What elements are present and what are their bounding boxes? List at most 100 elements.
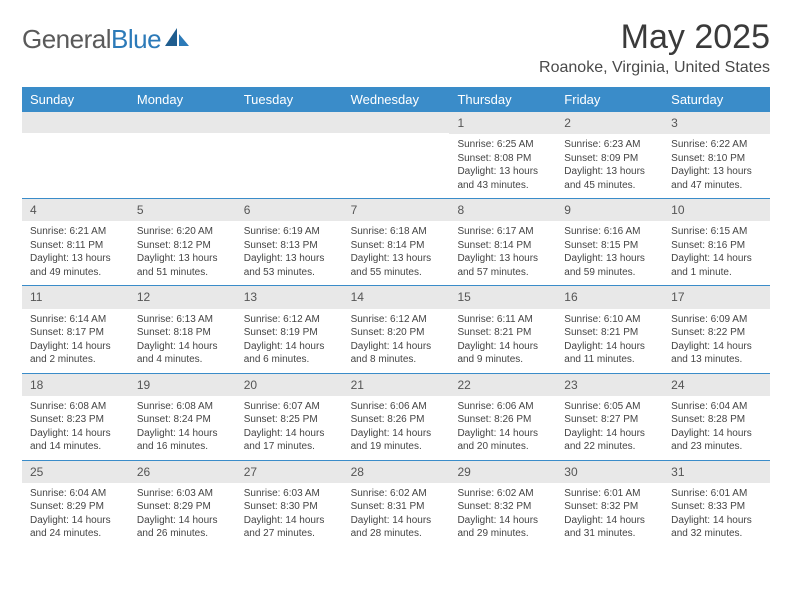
week-row: 25Sunrise: 6:04 AMSunset: 8:29 PMDayligh… (22, 460, 770, 547)
day-cell: 15Sunrise: 6:11 AMSunset: 8:21 PMDayligh… (449, 286, 556, 372)
day-cell: 4Sunrise: 6:21 AMSunset: 8:11 PMDaylight… (22, 199, 129, 285)
day-cell: 11Sunrise: 6:14 AMSunset: 8:17 PMDayligh… (22, 286, 129, 372)
sunrise-line: Sunrise: 6:14 AM (30, 313, 121, 327)
logo-sail-icon (163, 26, 191, 53)
day-body: Sunrise: 6:23 AMSunset: 8:09 PMDaylight:… (556, 134, 663, 198)
day-number: 20 (236, 374, 343, 396)
day-number: 10 (663, 199, 770, 221)
day-cell (129, 112, 236, 198)
day-number: 1 (449, 112, 556, 134)
sunrise-line: Sunrise: 6:03 AM (137, 487, 228, 501)
logo: GeneralBlue (22, 24, 191, 55)
day-number: 19 (129, 374, 236, 396)
day-number: 30 (556, 461, 663, 483)
day-number: 16 (556, 286, 663, 308)
day-body: Sunrise: 6:02 AMSunset: 8:31 PMDaylight:… (343, 483, 450, 547)
day-body: Sunrise: 6:13 AMSunset: 8:18 PMDaylight:… (129, 309, 236, 373)
day-number (236, 112, 343, 133)
day-body: Sunrise: 6:05 AMSunset: 8:27 PMDaylight:… (556, 396, 663, 460)
day-body: Sunrise: 6:04 AMSunset: 8:28 PMDaylight:… (663, 396, 770, 460)
sunset-line: Sunset: 8:29 PM (137, 500, 228, 514)
daylight-line: Daylight: 14 hours and 14 minutes. (30, 427, 121, 454)
day-cell: 26Sunrise: 6:03 AMSunset: 8:29 PMDayligh… (129, 461, 236, 547)
daylight-line: Daylight: 14 hours and 8 minutes. (351, 340, 442, 367)
sunrise-line: Sunrise: 6:13 AM (137, 313, 228, 327)
sunrise-line: Sunrise: 6:23 AM (564, 138, 655, 152)
sunset-line: Sunset: 8:18 PM (137, 326, 228, 340)
day-body: Sunrise: 6:08 AMSunset: 8:24 PMDaylight:… (129, 396, 236, 460)
day-body: Sunrise: 6:07 AMSunset: 8:25 PMDaylight:… (236, 396, 343, 460)
daylight-line: Daylight: 14 hours and 22 minutes. (564, 427, 655, 454)
sunset-line: Sunset: 8:32 PM (457, 500, 548, 514)
sunset-line: Sunset: 8:32 PM (564, 500, 655, 514)
day-number: 4 (22, 199, 129, 221)
sunset-line: Sunset: 8:23 PM (30, 413, 121, 427)
daylight-line: Daylight: 13 hours and 43 minutes. (457, 165, 548, 192)
day-header-cell: Thursday (449, 87, 556, 112)
day-cell: 14Sunrise: 6:12 AMSunset: 8:20 PMDayligh… (343, 286, 450, 372)
day-cell: 5Sunrise: 6:20 AMSunset: 8:12 PMDaylight… (129, 199, 236, 285)
day-body: Sunrise: 6:18 AMSunset: 8:14 PMDaylight:… (343, 221, 450, 285)
day-body: Sunrise: 6:01 AMSunset: 8:32 PMDaylight:… (556, 483, 663, 547)
day-body: Sunrise: 6:12 AMSunset: 8:19 PMDaylight:… (236, 309, 343, 373)
day-cell: 3Sunrise: 6:22 AMSunset: 8:10 PMDaylight… (663, 112, 770, 198)
sunset-line: Sunset: 8:24 PM (137, 413, 228, 427)
day-body: Sunrise: 6:08 AMSunset: 8:23 PMDaylight:… (22, 396, 129, 460)
sunrise-line: Sunrise: 6:09 AM (671, 313, 762, 327)
sunrise-line: Sunrise: 6:12 AM (244, 313, 335, 327)
day-cell: 12Sunrise: 6:13 AMSunset: 8:18 PMDayligh… (129, 286, 236, 372)
daylight-line: Daylight: 14 hours and 16 minutes. (137, 427, 228, 454)
day-number: 27 (236, 461, 343, 483)
daylight-line: Daylight: 14 hours and 6 minutes. (244, 340, 335, 367)
sunrise-line: Sunrise: 6:10 AM (564, 313, 655, 327)
day-cell: 19Sunrise: 6:08 AMSunset: 8:24 PMDayligh… (129, 374, 236, 460)
day-header-cell: Monday (129, 87, 236, 112)
day-header-cell: Sunday (22, 87, 129, 112)
sunset-line: Sunset: 8:16 PM (671, 239, 762, 253)
day-body: Sunrise: 6:12 AMSunset: 8:20 PMDaylight:… (343, 309, 450, 373)
header: GeneralBlue May 2025 Roanoke, Virginia, … (22, 18, 770, 77)
daylight-line: Daylight: 14 hours and 13 minutes. (671, 340, 762, 367)
day-cell: 7Sunrise: 6:18 AMSunset: 8:14 PMDaylight… (343, 199, 450, 285)
sunrise-line: Sunrise: 6:25 AM (457, 138, 548, 152)
day-cell: 18Sunrise: 6:08 AMSunset: 8:23 PMDayligh… (22, 374, 129, 460)
day-cell: 2Sunrise: 6:23 AMSunset: 8:09 PMDaylight… (556, 112, 663, 198)
daylight-line: Daylight: 13 hours and 53 minutes. (244, 252, 335, 279)
day-number: 17 (663, 286, 770, 308)
daylight-line: Daylight: 14 hours and 20 minutes. (457, 427, 548, 454)
daylight-line: Daylight: 13 hours and 59 minutes. (564, 252, 655, 279)
sunset-line: Sunset: 8:19 PM (244, 326, 335, 340)
day-number: 12 (129, 286, 236, 308)
daylight-line: Daylight: 14 hours and 32 minutes. (671, 514, 762, 541)
daylight-line: Daylight: 13 hours and 55 minutes. (351, 252, 442, 279)
sunrise-line: Sunrise: 6:18 AM (351, 225, 442, 239)
daylight-line: Daylight: 14 hours and 4 minutes. (137, 340, 228, 367)
sunset-line: Sunset: 8:28 PM (671, 413, 762, 427)
day-cell: 30Sunrise: 6:01 AMSunset: 8:32 PMDayligh… (556, 461, 663, 547)
day-cell: 24Sunrise: 6:04 AMSunset: 8:28 PMDayligh… (663, 374, 770, 460)
daylight-line: Daylight: 14 hours and 17 minutes. (244, 427, 335, 454)
sunset-line: Sunset: 8:27 PM (564, 413, 655, 427)
daylight-line: Daylight: 14 hours and 9 minutes. (457, 340, 548, 367)
day-body: Sunrise: 6:06 AMSunset: 8:26 PMDaylight:… (449, 396, 556, 460)
day-cell: 13Sunrise: 6:12 AMSunset: 8:19 PMDayligh… (236, 286, 343, 372)
day-cell: 29Sunrise: 6:02 AMSunset: 8:32 PMDayligh… (449, 461, 556, 547)
sunset-line: Sunset: 8:08 PM (457, 152, 548, 166)
sunrise-line: Sunrise: 6:06 AM (351, 400, 442, 414)
day-number: 23 (556, 374, 663, 396)
day-cell: 31Sunrise: 6:01 AMSunset: 8:33 PMDayligh… (663, 461, 770, 547)
weeks-container: 1Sunrise: 6:25 AMSunset: 8:08 PMDaylight… (22, 112, 770, 547)
sunset-line: Sunset: 8:26 PM (351, 413, 442, 427)
day-cell: 8Sunrise: 6:17 AMSunset: 8:14 PMDaylight… (449, 199, 556, 285)
day-cell: 25Sunrise: 6:04 AMSunset: 8:29 PMDayligh… (22, 461, 129, 547)
logo-text-blue: Blue (111, 24, 161, 54)
day-number: 9 (556, 199, 663, 221)
day-header-cell: Friday (556, 87, 663, 112)
sunset-line: Sunset: 8:10 PM (671, 152, 762, 166)
sunset-line: Sunset: 8:09 PM (564, 152, 655, 166)
day-body: Sunrise: 6:02 AMSunset: 8:32 PMDaylight:… (449, 483, 556, 547)
day-body: Sunrise: 6:01 AMSunset: 8:33 PMDaylight:… (663, 483, 770, 547)
sunset-line: Sunset: 8:17 PM (30, 326, 121, 340)
day-number: 7 (343, 199, 450, 221)
sunrise-line: Sunrise: 6:01 AM (564, 487, 655, 501)
